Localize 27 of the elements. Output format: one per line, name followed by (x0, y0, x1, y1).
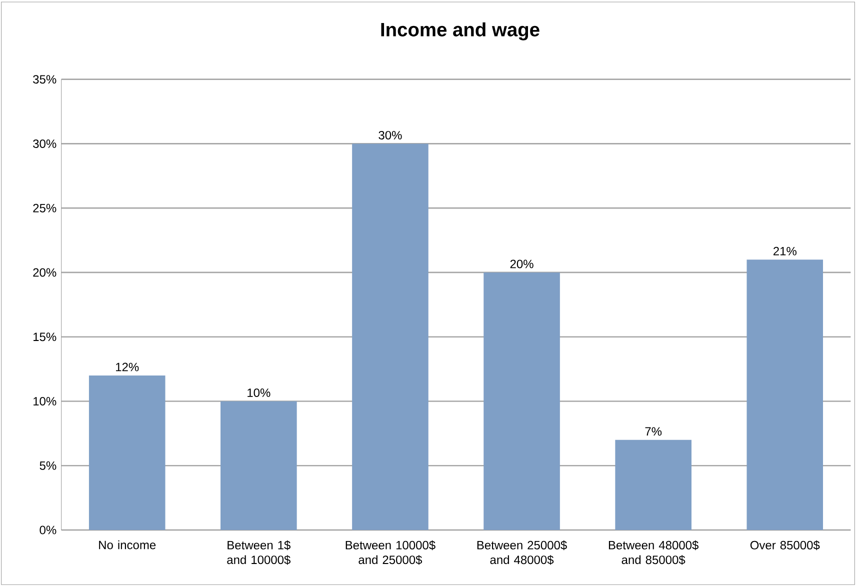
x-tick-label: Between 25000$ and 48000$ (477, 540, 567, 565)
y-tick-label: 5% (40, 461, 56, 470)
data-label: 21% (773, 246, 796, 256)
y-tick-label: 35% (33, 75, 56, 84)
y-tick-label: 10% (34, 396, 56, 406)
data-label: 20% (510, 260, 534, 268)
data-label: 30% (378, 130, 402, 140)
y-tick-label: 0% (40, 526, 56, 534)
bar (88, 375, 166, 530)
x-tick-label: Over 85000$ (750, 540, 820, 550)
x-tick-label: No income (99, 540, 156, 550)
bar (484, 272, 560, 530)
bar (746, 260, 824, 530)
data-label: 12% (116, 362, 139, 372)
data-label: 7% (645, 427, 662, 436)
y-tick-label: 30% (33, 139, 56, 148)
y-tick-label: 25% (33, 204, 56, 212)
y-tick-label: 20% (33, 268, 56, 277)
x-tick-label: Between 48000$ and 85000$ (608, 540, 698, 565)
y-tick-label: 15% (34, 332, 56, 342)
bar (220, 401, 297, 530)
bar (352, 144, 428, 530)
x-tick-label: Between 10000$ and 25000$ (346, 540, 436, 565)
chart-title: Income and wage (381, 22, 540, 40)
data-label: 10% (248, 388, 270, 397)
x-tick-label: Between 1$ and 10000$ (227, 540, 290, 565)
bar (615, 440, 692, 530)
